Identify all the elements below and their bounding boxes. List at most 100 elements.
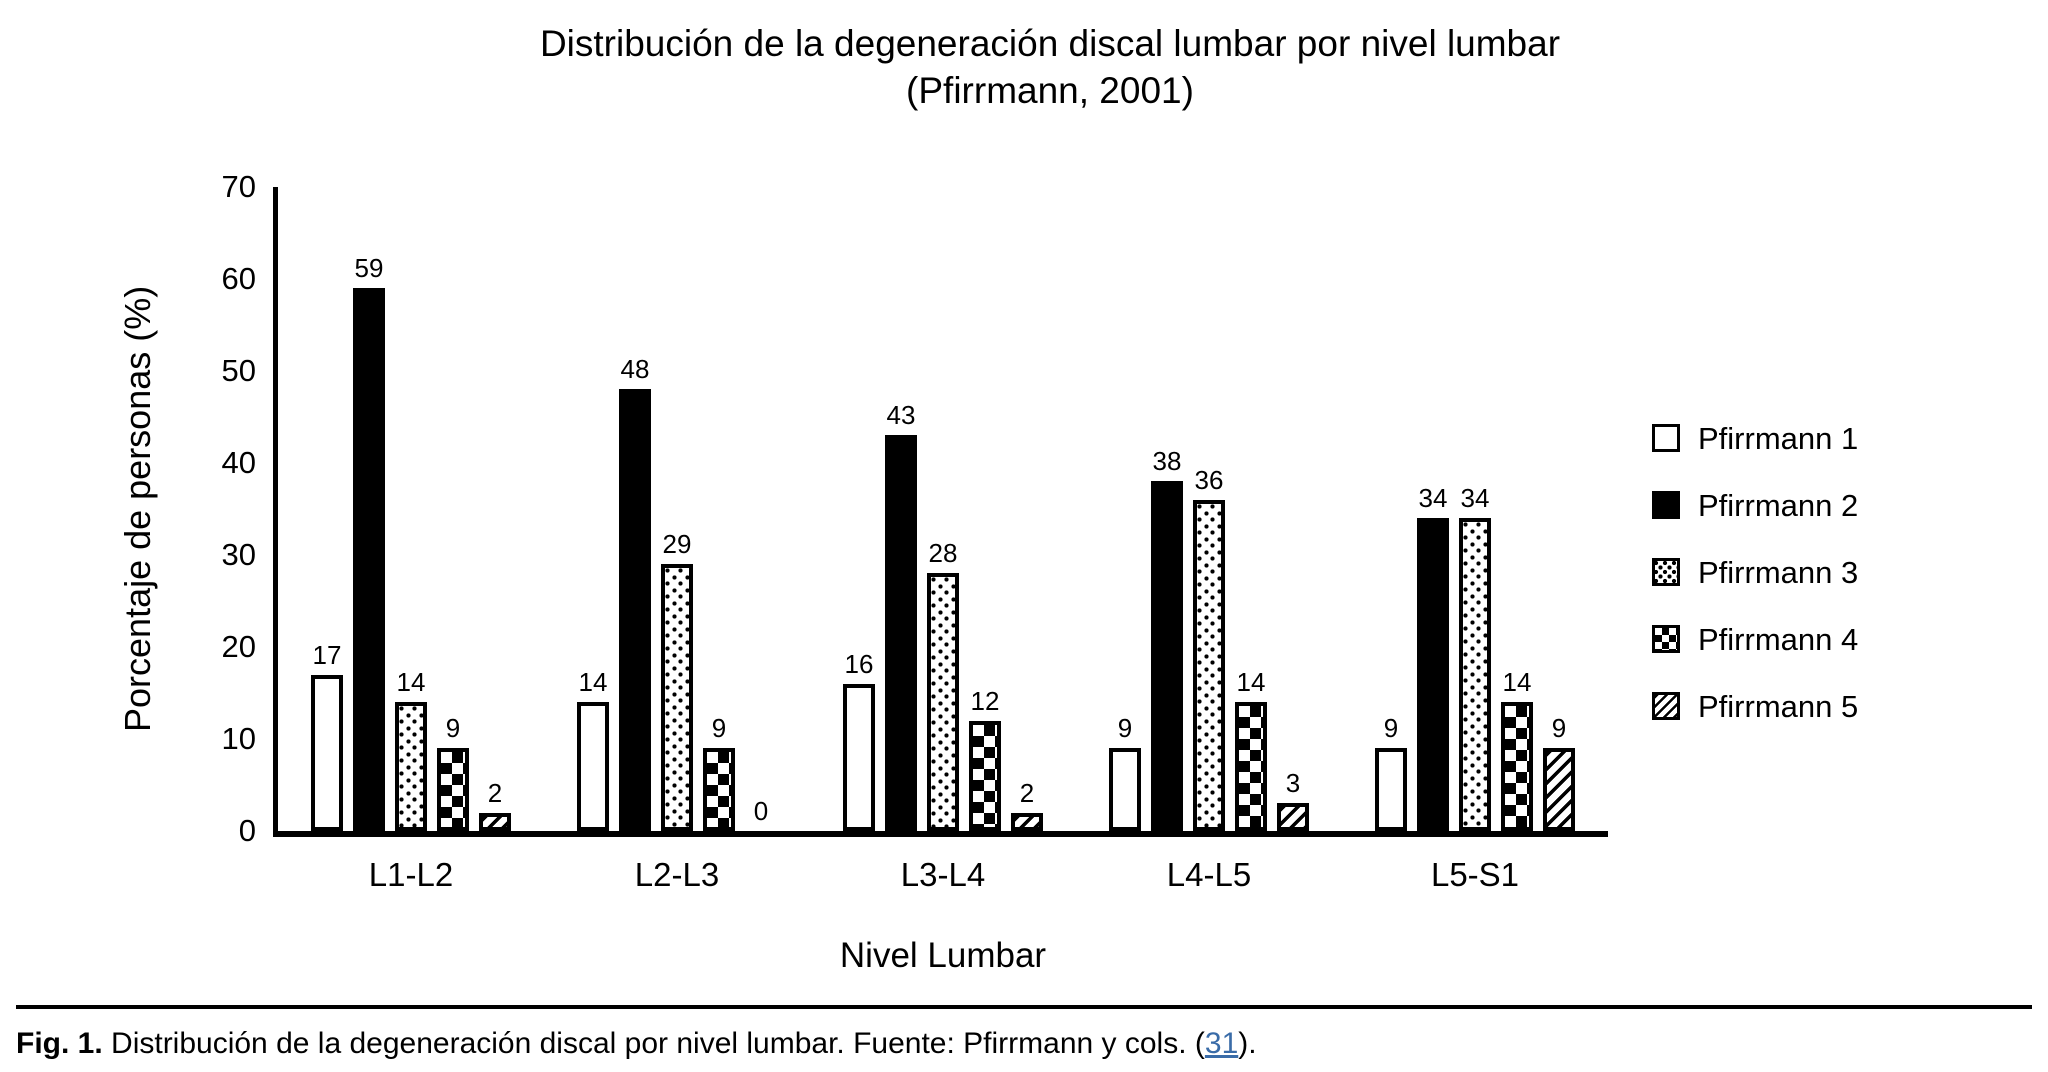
bar-l1-l2-pfirrmann-4: 9 [437, 715, 469, 831]
bar-fill [1235, 702, 1267, 831]
bar-groups-container: 17 59 14 9 2 14 48 29 9 0 16 43 28 12 2 9 38 36 14 3 9 34 34 14… [278, 187, 1608, 831]
bar-fill [1151, 481, 1183, 831]
bar-l3-l4-pfirrmann-3: 28 [927, 540, 959, 831]
caption-divider [16, 1005, 2032, 1009]
y-tick-60: 60 [221, 261, 256, 296]
legend-swatch-checkerboard-icon [1652, 625, 1680, 653]
bar-fill [927, 573, 959, 831]
bar-l3-l4-pfirrmann-2: 43 [885, 402, 917, 831]
bar-l3-l4-pfirrmann-1: 16 [843, 651, 875, 831]
bar-l1-l2-pfirrmann-2: 59 [353, 255, 385, 831]
bar-l5-s1-pfirrmann-3: 34 [1459, 485, 1491, 831]
x-axis-title: Nivel Lumbar [839, 936, 1047, 975]
legend-item-pfirrmann-4: Pfirrmann 4 [1652, 621, 1859, 657]
legend-label: Pfirrmann 5 [1698, 688, 1859, 724]
chart-title-line2: (Pfirrmann, 2001) [906, 70, 1194, 111]
bar-value-label: 14 [578, 667, 608, 698]
bar-group-l1-l2: 17 59 14 9 2 [278, 187, 544, 831]
bar-value-label: 0 [753, 796, 769, 826]
bar-l4-l5-pfirrmann-4: 14 [1235, 669, 1267, 831]
bar-l2-l3-pfirrmann-3: 29 [661, 531, 693, 831]
bar-fill [619, 389, 651, 831]
bar-value-label: 3 [1285, 768, 1301, 799]
bar-value-label: 16 [844, 648, 874, 679]
bar-value-label: 43 [886, 400, 916, 431]
bar-fill [661, 564, 693, 831]
caption-fig-label: Fig. 1. [16, 1027, 103, 1060]
caption-suffix: ). [1238, 1027, 1257, 1060]
y-tick-50: 50 [221, 353, 256, 388]
bar-value-label: 9 [1551, 713, 1567, 744]
bar-l5-s1-pfirrmann-5: 9 [1543, 715, 1575, 831]
figure-caption: Fig. 1. Distribución de la degeneración … [16, 1026, 1257, 1062]
bar-fill [353, 288, 385, 831]
bar-l4-l5-pfirrmann-1: 9 [1109, 715, 1141, 831]
bar-fill [479, 812, 511, 831]
bar-value-label: 14 [396, 667, 426, 698]
bar-fill [1375, 748, 1407, 831]
bar-l1-l2-pfirrmann-1: 17 [311, 642, 343, 831]
y-tick-0: 0 [238, 813, 256, 848]
bar-fill [395, 702, 427, 831]
bar-value-label: 48 [620, 354, 650, 385]
bar-fill [1011, 812, 1043, 831]
y-tick-40: 40 [221, 445, 256, 480]
bar-fill [1417, 518, 1449, 831]
bar-group-l3-l4: 16 43 28 12 2 [810, 187, 1076, 831]
bar-value-label: 9 [711, 713, 727, 744]
chart-title-line1: Distribución de la degeneración discal l… [539, 23, 1561, 64]
bar-fill [1193, 499, 1225, 831]
legend-label: Pfirrmann 1 [1698, 420, 1859, 456]
bar-l5-s1-pfirrmann-4: 14 [1501, 669, 1533, 831]
legend-label: Pfirrmann 3 [1698, 554, 1859, 590]
bar-l3-l4-pfirrmann-4: 12 [969, 688, 1001, 831]
bar-fill [311, 674, 343, 831]
legend-label: Pfirrmann 2 [1698, 487, 1859, 523]
category-label-l3-l4: L3-L4 [900, 856, 986, 893]
plot-area: 17 59 14 9 2 14 48 29 9 0 16 43 28 12 2 9 38 36 14 3 9 34 34 14… [273, 187, 1608, 837]
bar-value-label: 2 [487, 777, 503, 808]
caption-reference-link[interactable]: 31 [1204, 1027, 1239, 1060]
bar-value-label: 14 [1236, 667, 1266, 698]
legend-swatch-diagonal-hatch-icon [1652, 692, 1680, 720]
category-label-l5-s1: L5-S1 [1430, 856, 1520, 893]
legend-item-pfirrmann-3: Pfirrmann 3 [1652, 554, 1859, 590]
legend-label: Pfirrmann 4 [1698, 621, 1859, 657]
legend-item-pfirrmann-5: Pfirrmann 5 [1652, 688, 1859, 724]
bar-value-label: 34 [1418, 483, 1448, 514]
bar-value-label: 12 [970, 685, 1000, 716]
bar-fill [1501, 702, 1533, 831]
bar-fill [1277, 803, 1309, 831]
bar-l1-l2-pfirrmann-3: 14 [395, 669, 427, 831]
legend-swatch-white-outline-icon [1652, 424, 1680, 452]
bar-value-label: 36 [1194, 464, 1224, 495]
bar-fill [577, 702, 609, 831]
legend-item-pfirrmann-1: Pfirrmann 1 [1652, 420, 1859, 456]
y-axis-ticks: 0 10 20 30 40 50 60 70 [0, 0, 256, 1072]
bar-value-label: 9 [1383, 713, 1399, 744]
bar-fill [1459, 518, 1491, 831]
bar-l1-l2-pfirrmann-5: 2 [479, 780, 511, 831]
bar-value-label: 34 [1460, 483, 1490, 514]
caption-text: Distribución de la degeneración discal p… [102, 1027, 1205, 1060]
bar-fill [1109, 748, 1141, 831]
chart-title: Distribución de la degeneración discal l… [0, 20, 2048, 114]
legend-swatch-solid-black-icon [1652, 491, 1680, 519]
bar-l4-l5-pfirrmann-5: 3 [1277, 770, 1309, 831]
bar-l2-l3-pfirrmann-2: 48 [619, 356, 651, 831]
bar-value-label: 29 [662, 529, 692, 560]
bar-fill [703, 748, 735, 831]
bar-value-label: 59 [354, 253, 384, 284]
bar-l2-l3-pfirrmann-4: 9 [703, 715, 735, 831]
y-tick-10: 10 [221, 721, 256, 756]
bar-l3-l4-pfirrmann-5: 2 [1011, 780, 1043, 831]
bar-value-label: 14 [1502, 667, 1532, 698]
bar-l4-l5-pfirrmann-2: 38 [1151, 448, 1183, 831]
bar-fill [437, 748, 469, 831]
legend: Pfirrmann 1 Pfirrmann 2 Pfirrmann 3 Pfirrma… [1652, 423, 1858, 758]
y-tick-70: 70 [221, 169, 256, 204]
bar-group-l5-s1: 9 34 34 14 9 [1342, 187, 1608, 831]
bar-value-label: 9 [445, 713, 461, 744]
category-label-l1-l2: L1-L2 [368, 856, 454, 893]
bar-fill [969, 720, 1001, 831]
